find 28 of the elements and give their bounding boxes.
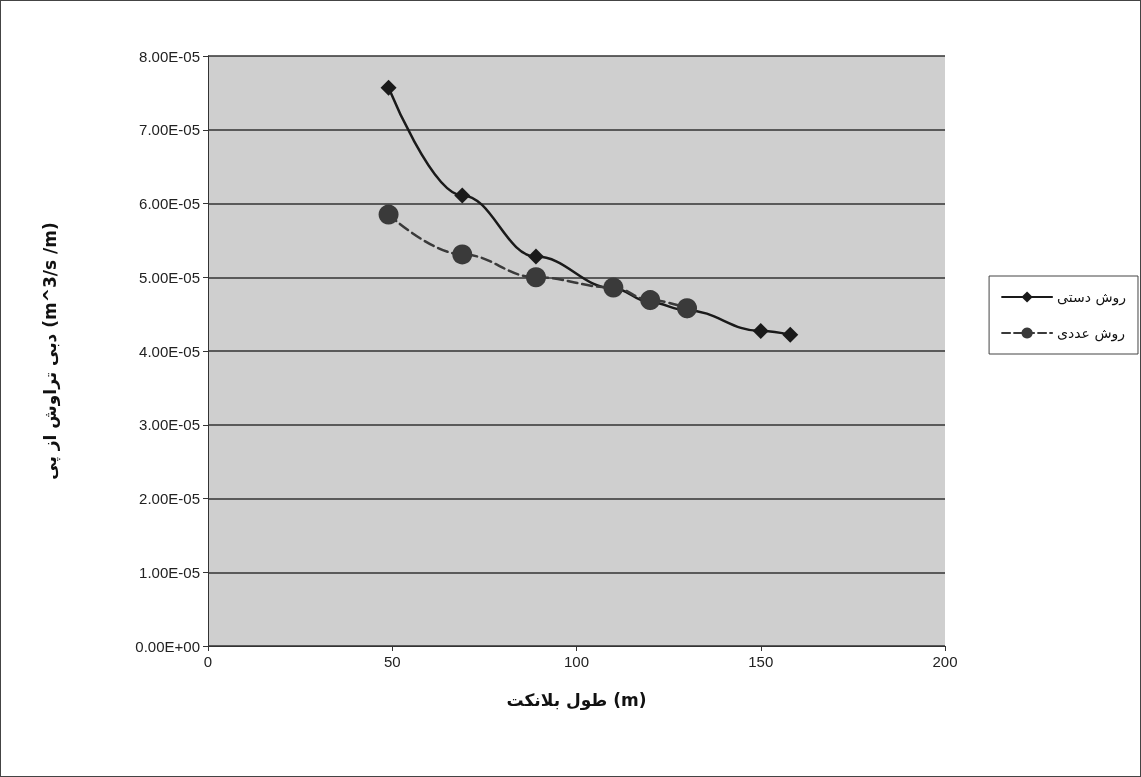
- y-tick-label: 6.00E-05: [139, 195, 200, 212]
- x-tick-label: 150: [748, 653, 774, 670]
- point: [677, 298, 698, 319]
- legend-label: روش دستی: [1057, 289, 1126, 306]
- point: [454, 187, 471, 204]
- point: [527, 248, 544, 265]
- point: [452, 244, 473, 265]
- y-tick-label: 7.00E-05: [139, 121, 200, 139]
- legend-label: روش عددی: [1057, 325, 1126, 342]
- x-tick-label: 100: [563, 653, 590, 670]
- x-axis-title: طول بلانکت (m): [506, 689, 647, 711]
- x-tick-label: 0: [203, 653, 213, 670]
- point: [380, 79, 397, 96]
- x-tick-label: 50: [383, 653, 401, 670]
- x-tick-label: 200: [932, 653, 958, 670]
- y-axis-title: دبی تراوش از پی (m^3/s /m): [39, 222, 61, 480]
- point: [782, 326, 799, 343]
- y-tick-label: 2.00E-05: [139, 490, 200, 507]
- point: [640, 290, 661, 311]
- y-tick-label: 0.00E+00: [135, 637, 200, 655]
- y-tick-label: 5.00E-05: [139, 268, 200, 286]
- point: [378, 204, 399, 225]
- point: [752, 323, 769, 340]
- y-tick-label: 8.00E-05: [139, 47, 200, 65]
- y-tick-label: 3.00E-05: [139, 416, 200, 434]
- point: [525, 267, 546, 288]
- y-tick-label: 4.00E-05: [139, 342, 200, 360]
- y-tick-label: 1.00E-05: [139, 563, 200, 581]
